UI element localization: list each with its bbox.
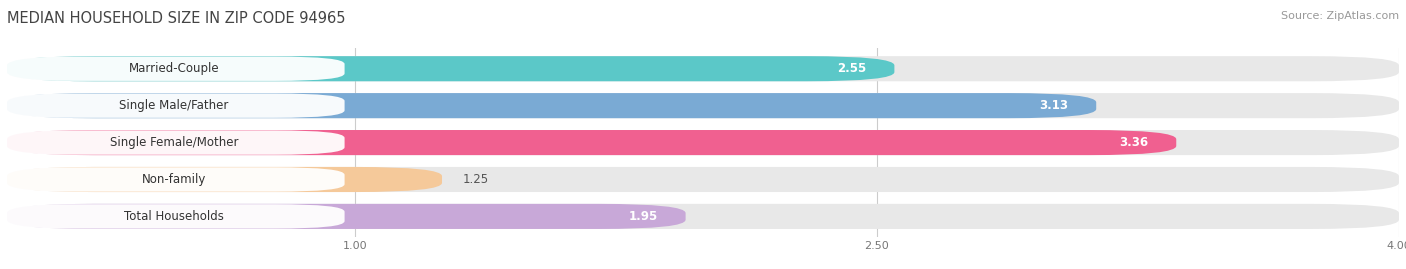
Text: Married-Couple: Married-Couple bbox=[129, 62, 219, 75]
Text: Total Households: Total Households bbox=[124, 210, 224, 223]
Text: 2.55: 2.55 bbox=[838, 62, 866, 75]
FancyBboxPatch shape bbox=[4, 204, 344, 229]
FancyBboxPatch shape bbox=[7, 130, 1177, 155]
FancyBboxPatch shape bbox=[7, 130, 1399, 155]
Text: Source: ZipAtlas.com: Source: ZipAtlas.com bbox=[1281, 11, 1399, 21]
Text: 1.95: 1.95 bbox=[628, 210, 658, 223]
FancyBboxPatch shape bbox=[4, 167, 344, 192]
Text: MEDIAN HOUSEHOLD SIZE IN ZIP CODE 94965: MEDIAN HOUSEHOLD SIZE IN ZIP CODE 94965 bbox=[7, 11, 346, 26]
FancyBboxPatch shape bbox=[4, 130, 344, 155]
Text: Non-family: Non-family bbox=[142, 173, 207, 186]
Text: 1.25: 1.25 bbox=[463, 173, 489, 186]
FancyBboxPatch shape bbox=[7, 93, 1097, 118]
FancyBboxPatch shape bbox=[4, 56, 344, 81]
FancyBboxPatch shape bbox=[7, 93, 1399, 118]
FancyBboxPatch shape bbox=[7, 204, 686, 229]
FancyBboxPatch shape bbox=[4, 93, 344, 118]
Text: 3.36: 3.36 bbox=[1119, 136, 1149, 149]
FancyBboxPatch shape bbox=[7, 56, 894, 81]
Text: 3.13: 3.13 bbox=[1039, 99, 1069, 112]
FancyBboxPatch shape bbox=[7, 167, 441, 192]
FancyBboxPatch shape bbox=[7, 167, 1399, 192]
FancyBboxPatch shape bbox=[7, 56, 1399, 81]
Text: Single Female/Mother: Single Female/Mother bbox=[110, 136, 238, 149]
FancyBboxPatch shape bbox=[7, 204, 1399, 229]
Text: Single Male/Father: Single Male/Father bbox=[120, 99, 229, 112]
